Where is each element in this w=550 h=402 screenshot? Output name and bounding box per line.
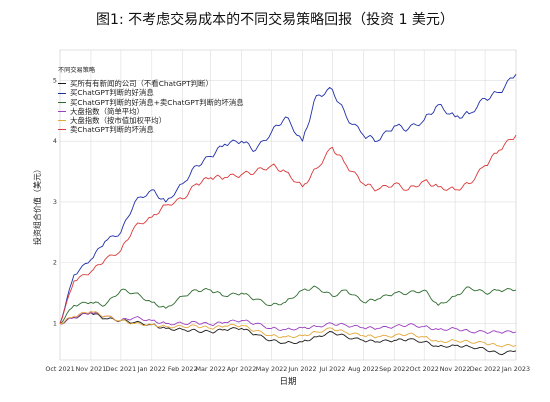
x-tick-label: Dec 2022 bbox=[470, 365, 501, 373]
x-tick-label: May 2022 bbox=[256, 365, 288, 373]
legend-swatch bbox=[58, 83, 66, 85]
legend-label: 买ChatGPT判断的好消息+卖ChatGPT判断的坏消息 bbox=[70, 97, 244, 107]
legend-title: 不同交易策略 bbox=[58, 67, 96, 74]
legend-label: 买所有有新闻的公司（不看ChatGPT判断） bbox=[70, 79, 213, 89]
y-tick-label: 5 bbox=[53, 76, 57, 84]
x-tick-label: Jul 2022 bbox=[318, 365, 345, 373]
legend-swatch bbox=[58, 92, 66, 94]
x-tick-label: Nov 2022 bbox=[440, 365, 471, 373]
x-tick-label: Aug 2022 bbox=[348, 365, 379, 373]
legend-item: 买ChatGPT判断的好消息+卖ChatGPT判断的坏消息 bbox=[58, 98, 244, 107]
legend-swatch bbox=[58, 110, 66, 112]
x-tick-label: Nov 2021 bbox=[76, 365, 107, 373]
x-tick-label: Oct 2021 bbox=[45, 365, 74, 373]
x-tick-label: Mar 2022 bbox=[195, 365, 225, 373]
legend-label: 买ChatGPT判断的好消息 bbox=[70, 88, 154, 98]
chart-title: 图1: 不考虑交易成本的不同交易策略回报（投资 1 美元） bbox=[96, 12, 454, 28]
series-line bbox=[59, 310, 517, 348]
x-axis-label: 日期 bbox=[279, 377, 296, 387]
x-tick-label: Sep 2022 bbox=[379, 365, 409, 373]
legend-swatch bbox=[58, 101, 66, 103]
series-line bbox=[59, 312, 517, 356]
legend-item: 买ChatGPT判断的好消息 bbox=[58, 88, 244, 97]
y-tick-label: 2 bbox=[53, 259, 57, 267]
legend-swatch bbox=[58, 129, 66, 131]
series-line bbox=[59, 74, 517, 324]
legend-item: 卖ChatGPT判断的坏消息 bbox=[58, 125, 244, 134]
legend-label: 卖ChatGPT判断的坏消息 bbox=[70, 125, 154, 135]
legend-label: 大盘指数（简单平均） bbox=[70, 106, 144, 116]
x-tick-label: Jan 2022 bbox=[137, 365, 166, 373]
series-line bbox=[59, 285, 517, 324]
y-tick-label: 3 bbox=[53, 198, 57, 206]
x-tick-label: Apr 2022 bbox=[227, 365, 256, 373]
legend-swatch bbox=[58, 120, 66, 122]
x-tick-label: Dec 2021 bbox=[106, 365, 137, 373]
x-tick-label: Oct 2022 bbox=[410, 365, 439, 373]
legend-label: 大盘指数（按市值加权平均） bbox=[70, 116, 167, 126]
series-line bbox=[59, 312, 517, 334]
legend-item: 大盘指数（简单平均） bbox=[58, 107, 244, 116]
x-tick-label: Jan 2023 bbox=[501, 365, 530, 373]
y-tick-label: 1 bbox=[53, 320, 57, 328]
legend-item: 买所有有新闻的公司（不看ChatGPT判断） bbox=[58, 79, 244, 88]
legend-item: 大盘指数（按市值加权平均） bbox=[58, 116, 244, 125]
x-tick-label: Jun 2022 bbox=[287, 365, 316, 373]
series-line bbox=[59, 134, 517, 324]
legend: 不同交易策略 买所有有新闻的公司（不看ChatGPT判断） 买ChatGPT判断的… bbox=[58, 66, 244, 134]
x-tick-label: Feb 2022 bbox=[168, 365, 198, 373]
y-tick-label: 4 bbox=[53, 137, 57, 145]
y-axis-label: 投资组合价值（美元） bbox=[32, 165, 42, 245]
